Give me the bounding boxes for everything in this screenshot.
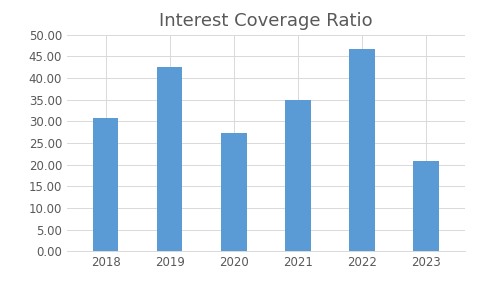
Bar <box>157 67 182 251</box>
Bar <box>93 118 118 251</box>
Bar <box>413 161 439 251</box>
Bar <box>349 49 375 251</box>
Title: Interest Coverage Ratio: Interest Coverage Ratio <box>159 12 373 30</box>
Bar <box>285 100 311 251</box>
Bar <box>221 133 247 251</box>
